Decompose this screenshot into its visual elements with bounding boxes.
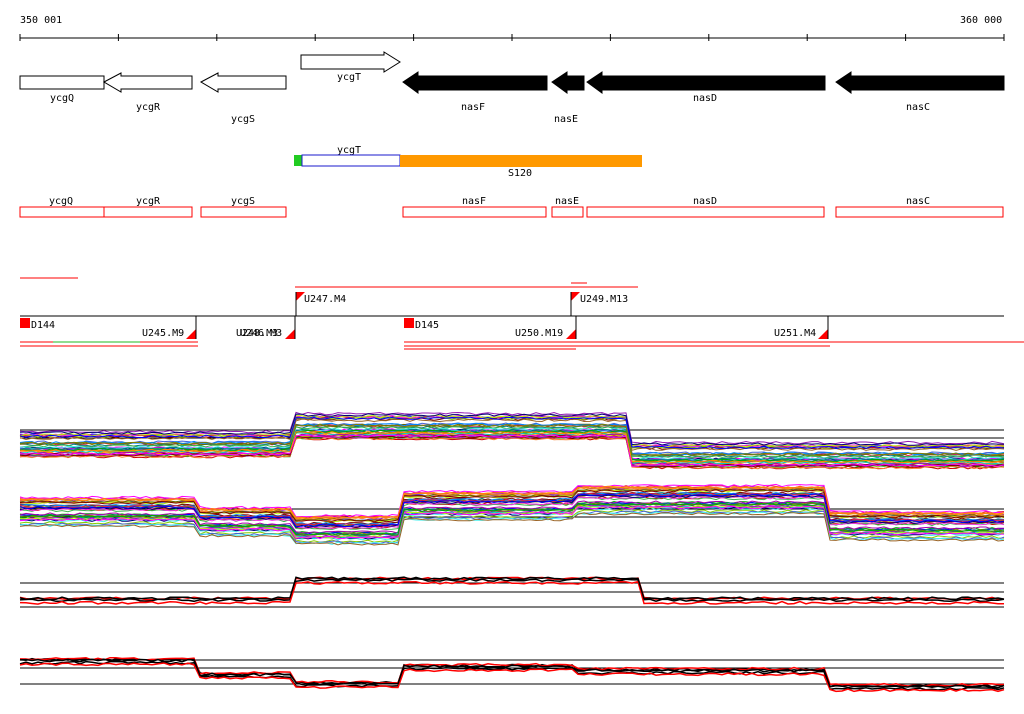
segment-flag xyxy=(818,329,828,339)
profile-line xyxy=(19,488,1005,523)
profile-line xyxy=(19,423,1005,457)
gene-label-nasD: nasD xyxy=(693,93,717,104)
feature-ycgT-box[interactable] xyxy=(301,154,401,167)
gene-arrow-nasC[interactable] xyxy=(835,71,1005,94)
profile-line xyxy=(19,485,1005,520)
profile-line xyxy=(19,578,1005,603)
segment-track: U247.M4 U249.M13 D144 U245.M9 U248.M3 U2… xyxy=(20,277,1024,350)
segment-flag xyxy=(186,329,196,339)
profile-line xyxy=(20,502,1005,536)
feature-label-S120: S120 xyxy=(508,168,532,179)
segment-label-U246[interactable]: U246.M3 xyxy=(240,328,282,339)
profile-line xyxy=(19,512,1005,546)
ruler-start-label: 350 001 xyxy=(20,15,62,26)
annot-label-ycgS: ycgS xyxy=(231,196,255,207)
profile-line xyxy=(19,431,1005,464)
profile-line xyxy=(19,658,1005,689)
gene-label-ycgQ: ycgQ xyxy=(50,93,74,104)
annot-label-nasD: nasD xyxy=(693,196,717,207)
segment-label-U250[interactable]: U250.M19 xyxy=(515,328,563,339)
feature-start-marker xyxy=(294,155,302,166)
gene-label-nasF: nasF xyxy=(461,102,485,113)
annot-label-nasF: nasF xyxy=(462,196,486,207)
annot-box-nasF[interactable] xyxy=(402,206,547,218)
gene-label-ycgT: ycgT xyxy=(337,72,361,83)
feature-S120-bar[interactable] xyxy=(400,155,642,167)
profile-line xyxy=(19,429,1005,463)
annot-label-nasE: nasE xyxy=(555,196,579,207)
annot-box-nasE[interactable] xyxy=(551,206,584,218)
segment-label-U249[interactable]: U249.M13 xyxy=(580,294,628,305)
annot-label-ycgR: ycgR xyxy=(136,196,161,207)
profile-line xyxy=(19,493,1005,528)
annotation-track: ycgQ ycgR ycgS nasF nasE nasD nasC xyxy=(19,196,1004,218)
expression-panel-4 xyxy=(19,656,1005,693)
segment-marker-D145 xyxy=(404,318,414,328)
gene-arrow-nasD[interactable] xyxy=(586,71,826,94)
profile-line xyxy=(19,413,1005,446)
profile-line xyxy=(19,416,1005,450)
ruler-ticks xyxy=(19,34,1005,41)
ycgT-feature-track: ycgT S120 xyxy=(294,145,642,179)
position-ruler: 350 001 360 000 xyxy=(19,15,1005,41)
gene-label-ycgS: ycgS xyxy=(231,114,255,125)
segment-flag xyxy=(296,292,305,301)
profile-line xyxy=(19,662,1005,693)
profile-line xyxy=(19,418,1005,451)
gene-label-nasE: nasE xyxy=(554,114,578,125)
profile-line xyxy=(19,500,1004,534)
gene-arrow-ycgQ[interactable] xyxy=(19,75,105,90)
profile-line xyxy=(19,486,1005,520)
gene-arrow-nasF[interactable] xyxy=(402,71,548,94)
segment-label-D145[interactable]: D145 xyxy=(415,320,439,331)
profile-line xyxy=(19,580,1005,605)
profile-line xyxy=(19,434,1005,467)
gene-arrow-ycgT[interactable] xyxy=(300,51,401,73)
gene-arrow-nasE[interactable] xyxy=(551,71,585,94)
feature-label-ycgT: ycgT xyxy=(337,145,361,156)
segment-label-D144[interactable]: D144 xyxy=(31,320,55,331)
profile-line xyxy=(19,432,1005,465)
expression-panel-2 xyxy=(19,483,1005,546)
segment-flag xyxy=(285,329,295,339)
profile-line xyxy=(19,488,1005,523)
annot-box-ycgQ[interactable] xyxy=(19,206,105,218)
profile-line xyxy=(19,491,1005,526)
expression-panel-1 xyxy=(19,411,1005,470)
annot-box-ycgR[interactable] xyxy=(103,206,193,218)
annot-label-ycgQ: ycgQ xyxy=(49,196,73,207)
profile-line xyxy=(19,576,1005,601)
segment-label-U245[interactable]: U245.M9 xyxy=(142,328,184,339)
annot-label-nasC: nasC xyxy=(906,196,930,207)
annot-box-nasD[interactable] xyxy=(586,206,825,218)
segment-marker-D144 xyxy=(20,318,30,328)
profile-line xyxy=(19,483,1005,518)
segment-label-U247[interactable]: U247.M4 xyxy=(304,294,346,305)
ruler-end-label: 360 000 xyxy=(960,15,1002,26)
gene-label-ycgR: ycgR xyxy=(136,102,161,113)
segment-label-U248[interactable]: U248.M3 xyxy=(236,328,278,339)
expression-panel-3 xyxy=(19,576,1005,608)
profile-line xyxy=(19,505,1005,539)
segment-label-U251[interactable]: U251.M4 xyxy=(774,328,816,339)
segment-flag xyxy=(566,329,576,339)
annot-box-ycgS[interactable] xyxy=(200,206,287,218)
segment-flag xyxy=(571,292,580,301)
gene-label-nasC: nasC xyxy=(906,102,930,113)
profile-line xyxy=(19,505,1005,540)
annot-box-nasC[interactable] xyxy=(835,206,1004,218)
gene-arrow-ycgR[interactable] xyxy=(102,72,193,93)
gene-track: ycgQ ycgR ycgS ycgT nasF nasE nasD nasC xyxy=(19,51,1005,125)
gene-arrow-ycgS[interactable] xyxy=(199,72,287,93)
